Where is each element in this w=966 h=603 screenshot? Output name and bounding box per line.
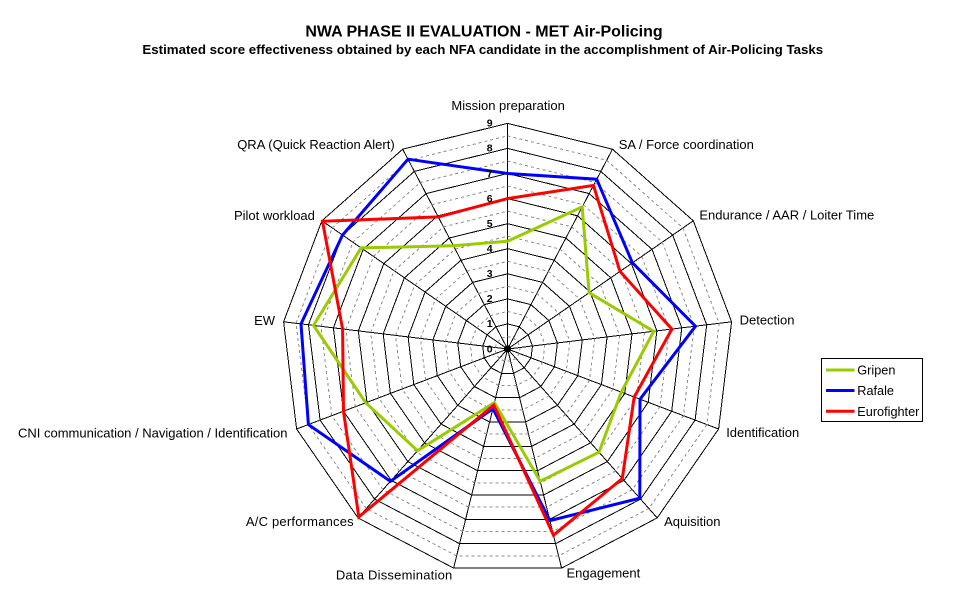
svg-text:Estimated score effectiveness: Estimated score effectiveness obtained b… — [142, 42, 823, 57]
svg-text:9: 9 — [487, 118, 493, 130]
svg-text:3: 3 — [487, 268, 493, 280]
svg-text:Aquisition: Aquisition — [664, 514, 720, 529]
svg-text:A/C performances: A/C performances — [246, 514, 354, 529]
svg-text:2: 2 — [487, 293, 493, 305]
svg-text:Data Dissemination: Data Dissemination — [336, 568, 453, 583]
svg-text:Mission preparation: Mission preparation — [451, 98, 564, 113]
svg-text:Gripen: Gripen — [857, 364, 895, 378]
svg-text:7: 7 — [487, 168, 493, 180]
svg-text:Identification: Identification — [726, 425, 799, 440]
svg-text:8: 8 — [487, 143, 493, 155]
svg-text:Eurofighter: Eurofighter — [857, 405, 920, 419]
svg-text:1: 1 — [487, 318, 493, 330]
svg-text:Rafale: Rafale — [857, 384, 894, 398]
svg-text:NWA PHASE II EVALUATION - MET: NWA PHASE II EVALUATION - MET Air-Polici… — [305, 24, 662, 41]
svg-text:5: 5 — [487, 218, 493, 230]
svg-text:Endurance / AAR / Loiter Time: Endurance / AAR / Loiter Time — [699, 208, 874, 223]
svg-text:4: 4 — [487, 243, 493, 255]
svg-text:CNI communication / Navigation: CNI communication / Navigation / Identif… — [18, 425, 288, 440]
svg-text:6: 6 — [487, 193, 493, 205]
svg-text:Pilot workload: Pilot workload — [234, 208, 315, 223]
svg-text:QRA (Quick Reaction Alert): QRA (Quick Reaction Alert) — [237, 137, 395, 152]
svg-text:EW: EW — [254, 313, 276, 328]
svg-text:0: 0 — [487, 343, 493, 355]
svg-text:SA / Force coordination: SA / Force coordination — [619, 137, 754, 152]
svg-text:Engagement: Engagement — [567, 566, 641, 581]
svg-text:Detection: Detection — [740, 313, 795, 328]
